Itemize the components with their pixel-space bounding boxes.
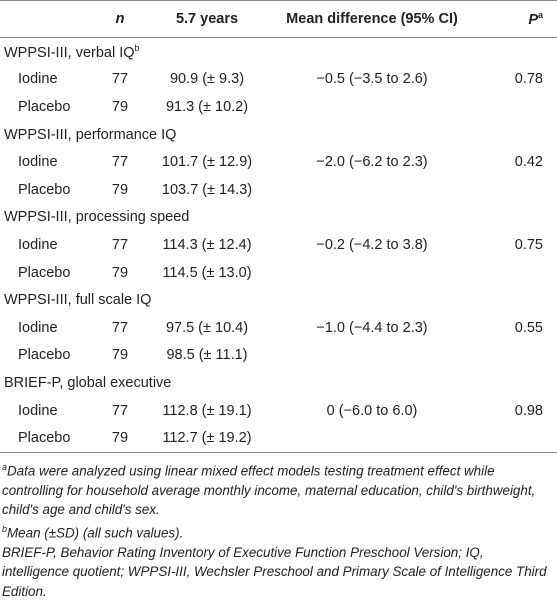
mean-diff <box>272 93 472 121</box>
header-row: n 5.7 years Mean difference (95% CI) Pa <box>0 0 557 38</box>
n: 79 <box>111 98 129 115</box>
group-row: WPPSI-III, processing speed <box>0 204 557 232</box>
data-row: Placebo 79 112.7 (± 19.2) <box>0 424 557 452</box>
group-label-text: BRIEF-P, global executive <box>4 374 172 391</box>
header-diff: Mean difference (95% CI) <box>272 0 472 38</box>
arm: Placebo <box>18 347 71 364</box>
arm: Iodine <box>18 402 58 419</box>
group-label-text: WPPSI-III, processing speed <box>4 209 190 226</box>
header-p-text: P <box>528 11 538 28</box>
header-n: n <box>98 0 142 38</box>
data-row: Placebo 79 103.7 (± 14.3) <box>0 176 557 204</box>
data-row: Iodine 77 112.8 (± 19.1) 0 (−6.0 to 6.0) 0.9… <box>0 397 557 425</box>
arm: Iodine <box>18 154 58 171</box>
n: 79 <box>111 347 129 364</box>
group-row: WPPSI-III, verbal IQb <box>0 38 557 66</box>
n: 79 <box>111 264 129 281</box>
arm: Placebo <box>18 98 71 115</box>
mean-sd: 90.9 (± 9.3) <box>169 71 245 88</box>
arm: Iodine <box>18 319 58 336</box>
group-label: WPPSI-III, processing speed <box>0 204 557 232</box>
n: 79 <box>111 430 129 447</box>
footnote-text: Mean (±SD) (all such values). <box>7 525 184 541</box>
mean-diff <box>272 424 472 452</box>
mean-sd: 114.3 (± 12.4) <box>162 236 252 253</box>
p-value <box>472 259 557 287</box>
footnote-text: BRIEF-P, Behavior Rating Inventory of Ex… <box>2 544 547 599</box>
arm: Placebo <box>18 264 71 281</box>
group-row: WPPSI-III, performance IQ <box>0 121 557 149</box>
p-value <box>472 176 557 204</box>
mean-diff: −0.2 (−4.2 to 3.8) <box>316 236 428 253</box>
footnote-mark: a <box>2 461 8 472</box>
group-label-sup: b <box>134 42 140 53</box>
arm: Placebo <box>18 430 71 447</box>
mean-sd: 101.7 (± 12.9) <box>161 154 253 171</box>
data-row: Iodine 77 90.9 (± 9.3) −0.5 (−3.5 to 2.6) 0.… <box>0 66 557 94</box>
header-p-sup: a <box>537 10 543 21</box>
p-value: 0.55 <box>514 319 543 336</box>
group-label: WPPSI-III, performance IQ <box>0 121 557 149</box>
n: 77 <box>111 236 129 253</box>
data-row: Placebo 79 91.3 (± 10.2) <box>0 93 557 121</box>
p-value <box>472 424 557 452</box>
mean-sd: 114.5 (± 13.0) <box>162 264 252 281</box>
p-value: 0.42 <box>514 154 543 171</box>
p-value <box>472 342 557 370</box>
arm: Iodine <box>18 71 58 88</box>
footnote-mark: b <box>2 523 8 534</box>
mean-sd: 112.8 (± 19.1) <box>162 402 252 419</box>
n: 77 <box>111 71 129 88</box>
group-row: BRIEF-P, global executive <box>0 369 557 397</box>
footnotes: aData were analyzed using linear mixed e… <box>0 453 557 601</box>
mean-diff: −1.0 (−4.4 to 2.3) <box>316 319 428 336</box>
n: 77 <box>111 319 129 336</box>
p-value: 0.98 <box>514 402 543 419</box>
p-value <box>472 93 557 121</box>
header-blank <box>0 0 98 38</box>
results-table: n 5.7 years Mean difference (95% CI) Pa … <box>0 0 557 453</box>
p-value: 0.78 <box>514 71 543 88</box>
mean-sd: 103.7 (± 14.3) <box>161 181 253 198</box>
mean-sd: 97.5 (± 10.4) <box>165 319 249 336</box>
mean-diff: 0 (−6.0 to 6.0) <box>326 402 418 419</box>
mean-diff <box>272 259 472 287</box>
group-label-text: WPPSI-III, performance IQ <box>4 126 177 143</box>
mean-diff: −2.0 (−6.2 to 2.3) <box>316 154 428 171</box>
arm: Iodine <box>18 236 58 253</box>
group-label: WPPSI-III, verbal IQb <box>0 38 557 66</box>
p-value: 0.75 <box>514 236 543 253</box>
header-years: 5.7 years <box>142 0 272 38</box>
n: 79 <box>111 181 129 198</box>
n: 77 <box>111 402 129 419</box>
group-label: WPPSI-III, full scale IQ <box>0 286 557 314</box>
data-row: Iodine 77 97.5 (± 10.4) −1.0 (−4.4 to 2.3) 0… <box>0 314 557 342</box>
group-label-text: WPPSI-III, verbal IQ <box>4 44 135 61</box>
footnote: aData were analyzed using linear mixed e… <box>2 458 553 520</box>
mean-diff: −0.5 (−3.5 to 2.6) <box>316 71 428 88</box>
mean-sd: 91.3 (± 10.2) <box>165 98 249 115</box>
data-row: Placebo 79 114.5 (± 13.0) <box>0 259 557 287</box>
mean-diff <box>272 176 472 204</box>
footnote: bMean (±SD) (all such values). <box>2 520 553 543</box>
table-body: WPPSI-III, verbal IQb Iodine 77 90.9 (± 9.3… <box>0 38 557 453</box>
mean-sd: 112.7 (± 19.2) <box>162 430 252 447</box>
data-row: Iodine 77 114.3 (± 12.4) −0.2 (−4.2 to 3.8)… <box>0 231 557 259</box>
group-row: WPPSI-III, full scale IQ <box>0 286 557 314</box>
group-label-text: WPPSI-III, full scale IQ <box>4 292 152 309</box>
footnote-text: Data were analyzed using linear mixed ef… <box>2 463 536 518</box>
footnote: BRIEF-P, Behavior Rating Inventory of Ex… <box>2 543 553 602</box>
mean-sd: 98.5 (± 11.1) <box>166 347 248 364</box>
n: 77 <box>111 154 129 171</box>
data-row: Placebo 79 98.5 (± 11.1) <box>0 342 557 370</box>
header-p: Pa <box>472 0 557 38</box>
mean-diff <box>272 342 472 370</box>
group-label: BRIEF-P, global executive <box>0 369 557 397</box>
data-row: Iodine 77 101.7 (± 12.9) −2.0 (−6.2 to 2.3)… <box>0 148 557 176</box>
arm: Placebo <box>18 181 71 198</box>
